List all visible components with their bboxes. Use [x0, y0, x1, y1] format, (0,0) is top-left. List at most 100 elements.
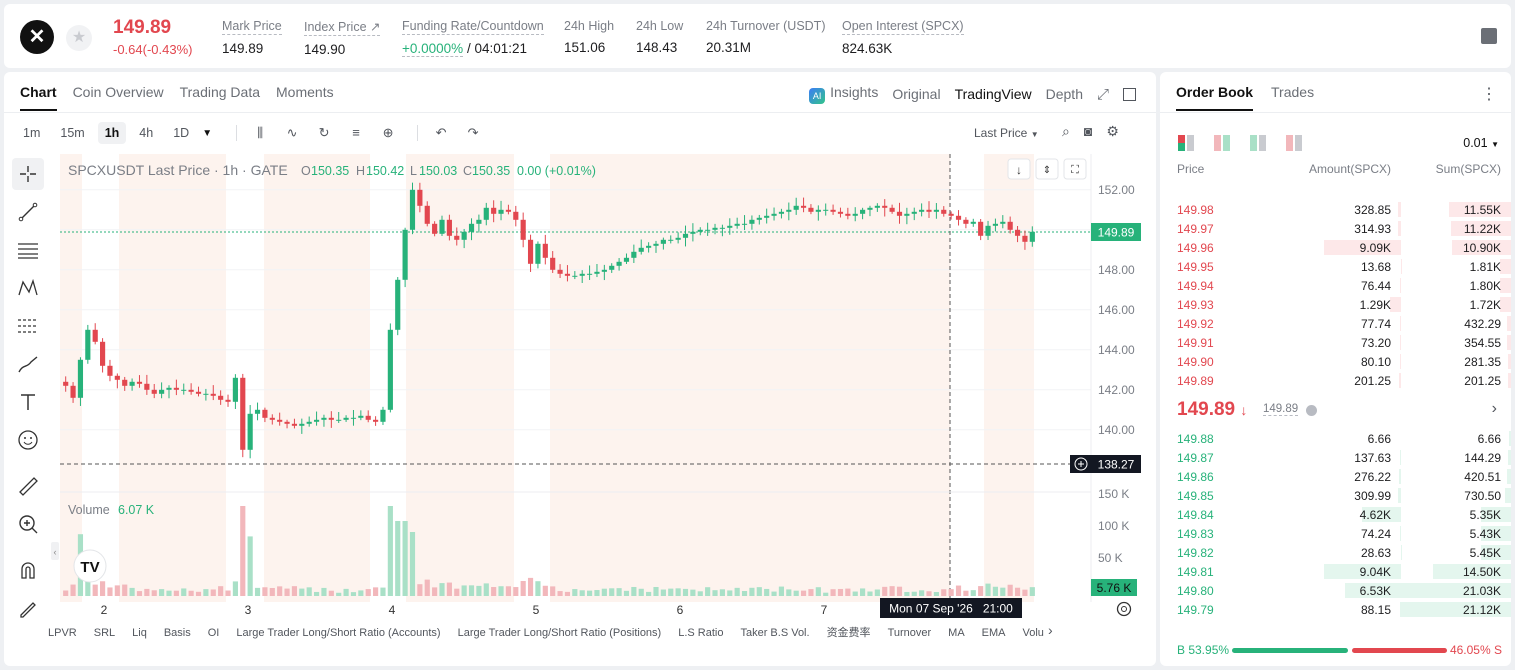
ask-row[interactable]: 149.93 1.29K 1.72K: [1160, 295, 1511, 314]
candle-body: [1022, 235, 1028, 242]
fullscreen-icon[interactable]: [1063, 158, 1087, 180]
tab-order-book[interactable]: Order Book: [1176, 84, 1254, 111]
ask-row[interactable]: 149.90 80.10 281.35: [1160, 352, 1511, 371]
undo-icon[interactable]: ↶: [435, 125, 447, 140]
indicator-item[interactable]: Large Trader Long/Short Ratio (Accounts): [236, 627, 441, 639]
indicator-item[interactable]: Taker B.S Vol.: [740, 627, 810, 639]
fib-tool-icon[interactable]: [12, 234, 44, 266]
indicator-item[interactable]: Liq: [132, 627, 147, 639]
ask-row[interactable]: 149.97 314.93 11.22K: [1160, 219, 1511, 238]
price-source-select[interactable]: Last Price ▼: [974, 126, 1039, 140]
interval-4h[interactable]: 4h: [139, 126, 154, 140]
ask-row[interactable]: 149.91 73.20 354.55: [1160, 333, 1511, 352]
window-icon[interactable]: [1123, 87, 1136, 101]
tab-trades[interactable]: Trades: [1271, 84, 1315, 100]
bid-row[interactable]: 149.80 6.53K 21.03K: [1160, 581, 1511, 600]
ask-row[interactable]: 149.98 328.85 11.55K: [1160, 200, 1511, 219]
view-asks-bids-icon[interactable]: [1250, 135, 1266, 151]
view-both-icon[interactable]: [1178, 135, 1194, 151]
indicator-item[interactable]: Large Trader Long/Short Ratio (Positions…: [457, 627, 662, 639]
brush-tool-icon[interactable]: [12, 348, 44, 380]
candle-type-icon[interactable]: ⫼: [257, 125, 264, 140]
price-chart[interactable]: 152.00150.00148.00146.00144.00142.00140.…: [4, 72, 1156, 632]
interval-1m[interactable]: 1m: [23, 126, 41, 140]
indicator-item[interactable]: 资金费率: [826, 627, 871, 639]
expand-icon[interactable]: ⤢: [1096, 85, 1109, 103]
indicator-item[interactable]: Volu: [1022, 627, 1044, 639]
info-icon[interactable]: [1306, 405, 1317, 416]
precision-select[interactable]: 0.01 ▼: [1463, 136, 1499, 150]
indicator-item[interactable]: OI: [207, 627, 220, 639]
template-icon[interactable]: ≡: [352, 125, 360, 140]
indicator-item[interactable]: Basis: [163, 627, 191, 639]
zoom-in-icon[interactable]: [12, 508, 44, 540]
book-amount: 13.68: [1360, 260, 1391, 274]
bid-row[interactable]: 149.81 9.04K 14.50K: [1160, 562, 1511, 581]
stat-index-price[interactable]: Index Price ↗ 149.90: [304, 20, 381, 57]
chart-settings-icon[interactable]: [1116, 601, 1132, 617]
pattern-tool-icon[interactable]: [12, 272, 44, 304]
add-alert-icon[interactable]: ⊕: [382, 125, 394, 140]
tab-insights[interactable]: AI Insights: [809, 84, 878, 104]
book-amount: 77.74: [1360, 317, 1391, 331]
interval-1h[interactable]: 1h: [97, 122, 127, 144]
bid-row[interactable]: 149.86 276.22 420.51: [1160, 467, 1511, 486]
view-bids-icon[interactable]: [1214, 135, 1230, 151]
indicator-item[interactable]: L.S Ratio: [678, 627, 724, 639]
tradingview-logo-icon[interactable]: [73, 549, 107, 583]
refresh-icon[interactable]: ↻: [318, 125, 330, 140]
emoji-tool-icon[interactable]: [12, 424, 44, 456]
camera-icon[interactable]: ◙: [1083, 123, 1093, 139]
bid-row[interactable]: 149.83 74.24 5.43K: [1160, 524, 1511, 543]
settings-gear-icon[interactable]: ⚙: [1106, 123, 1119, 139]
bid-row[interactable]: 149.87 137.63 144.29: [1160, 448, 1511, 467]
bid-row[interactable]: 149.82 28.63 5.45K: [1160, 543, 1511, 562]
interval-dropdown-icon[interactable]: ▼: [202, 127, 213, 139]
indicator-item[interactable]: EMA: [981, 627, 1006, 639]
bid-row[interactable]: 149.84 4.62K 5.35K: [1160, 505, 1511, 524]
indicator-next-icon[interactable]: ›: [1048, 622, 1053, 638]
interval-1d[interactable]: 1D: [173, 126, 190, 140]
redo-icon[interactable]: ↷: [467, 125, 479, 140]
search-icon[interactable]: ⌕: [1062, 123, 1070, 139]
candle-body: [660, 239, 666, 244]
more-options-icon[interactable]: ⋮: [1481, 86, 1497, 103]
magnet-icon[interactable]: [12, 554, 44, 586]
crosshair-tool-icon[interactable]: [12, 158, 44, 190]
indicator-item[interactable]: MA: [948, 627, 965, 639]
volume-bar: [299, 588, 305, 596]
tab-original[interactable]: Original: [892, 86, 941, 102]
tab-trading-data[interactable]: Trading Data: [179, 84, 261, 100]
ruler-tool-icon[interactable]: [12, 470, 44, 502]
favorite-star-icon[interactable]: ★: [66, 25, 92, 51]
indicator-item[interactable]: LPVR: [48, 627, 77, 639]
ask-row[interactable]: 149.92 77.74 432.29: [1160, 314, 1511, 333]
collapse-icon[interactable]: [1035, 158, 1059, 180]
ask-row[interactable]: 149.94 76.44 1.80K: [1160, 276, 1511, 295]
tab-chart[interactable]: Chart: [20, 84, 57, 111]
view-asks-icon[interactable]: [1286, 135, 1302, 151]
volume-bar: [896, 586, 903, 596]
bid-row[interactable]: 149.79 88.15 21.12K: [1160, 600, 1511, 619]
tab-moments[interactable]: Moments: [276, 84, 334, 100]
trendline-tool-icon[interactable]: [12, 196, 44, 228]
scroll-down-icon[interactable]: [1007, 158, 1031, 180]
tab-tradingview[interactable]: TradingView: [954, 86, 1032, 102]
guide-book-icon[interactable]: [1481, 28, 1497, 44]
ask-row[interactable]: 149.96 9.09K 10.90K: [1160, 238, 1511, 257]
indicator-item[interactable]: SRL: [93, 627, 116, 639]
indicator-item[interactable]: Turnover: [887, 627, 932, 639]
collapse-toolbar-icon[interactable]: [51, 542, 59, 560]
tab-coin-overview[interactable]: Coin Overview: [72, 84, 164, 100]
ask-row[interactable]: 149.95 13.68 1.81K: [1160, 257, 1511, 276]
text-tool-icon[interactable]: [12, 386, 44, 418]
pencil-lock-icon[interactable]: [12, 592, 44, 624]
tab-depth[interactable]: Depth: [1045, 86, 1083, 102]
interval-15m[interactable]: 15m: [60, 126, 85, 140]
ask-row[interactable]: 149.89 201.25 201.25: [1160, 371, 1511, 390]
bid-row[interactable]: 149.85 309.99 730.50: [1160, 486, 1511, 505]
projection-tool-icon[interactable]: [12, 310, 44, 342]
indicators-icon[interactable]: ∿: [286, 125, 298, 140]
bid-row[interactable]: 149.88 6.66 6.66: [1160, 429, 1511, 448]
mid-arrow-icon[interactable]: ›: [1491, 400, 1497, 417]
